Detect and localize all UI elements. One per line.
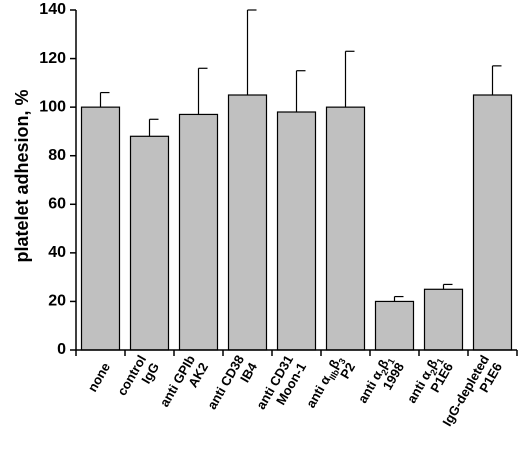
y-axis-title: platelet adhesion, % — [12, 89, 32, 262]
x-category-sub: 1 — [435, 357, 446, 366]
x-category-sub: 2 — [379, 368, 390, 377]
y-tick-label: 60 — [48, 196, 66, 213]
bar — [374, 300, 415, 351]
bar — [129, 135, 170, 351]
bar — [227, 94, 268, 351]
bar — [178, 113, 219, 351]
bar — [325, 106, 366, 351]
y-axis: 0 20 40 60 80 100 120 140 — [39, 1, 77, 358]
x-category-sub: IIb — [327, 367, 341, 382]
x-category-sub: 2 — [428, 368, 439, 377]
bar — [276, 111, 317, 351]
y-tick-label: 20 — [48, 293, 66, 310]
x-category-line: none — [85, 360, 114, 394]
y-tick-label: 140 — [39, 1, 66, 18]
y-tick-label: 0 — [57, 341, 66, 358]
y-tick-label: 120 — [39, 50, 66, 67]
y-tick-label: 80 — [48, 147, 66, 164]
y-tick-label: 100 — [39, 98, 66, 115]
bars — [80, 9, 513, 351]
bar — [423, 288, 464, 351]
x-category-sub: 3 — [337, 357, 348, 366]
x-category-line: P2 — [337, 360, 358, 381]
x-category-line: anti αIIbβ3 — [303, 353, 348, 412]
bar — [80, 106, 121, 351]
x-category-line: anti CD38 — [204, 353, 247, 412]
x-category-label: none — [85, 360, 114, 394]
y-tick-label: 40 — [48, 244, 66, 261]
bar — [472, 94, 513, 351]
x-category-sub: 1 — [386, 357, 397, 366]
